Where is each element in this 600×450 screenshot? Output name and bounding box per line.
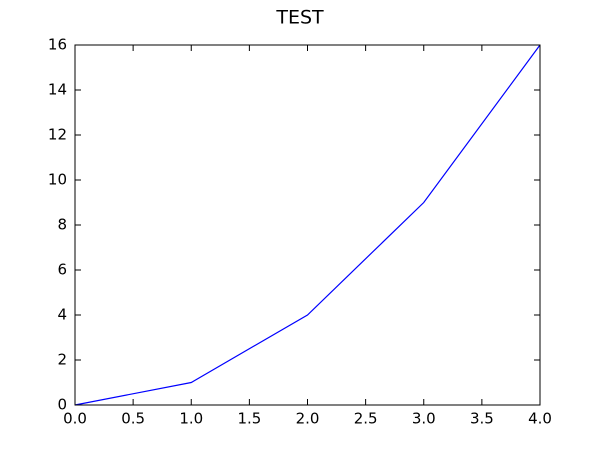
x-tick-label: 0.0 [63, 410, 87, 428]
plot-frame [74, 44, 541, 406]
x-tick-label: 2.0 [296, 410, 320, 428]
y-tick-label: 6 [57, 261, 67, 279]
y-tick-label: 2 [57, 351, 67, 369]
y-tick-label: 12 [48, 126, 67, 144]
x-tick-label: 2.5 [354, 410, 378, 428]
y-tick-label: 4 [57, 306, 67, 324]
x-tick-label: 3.0 [412, 410, 436, 428]
y-tick-label: 0 [57, 396, 67, 414]
y-tick-label: 8 [57, 216, 67, 234]
chart-title: TEST [275, 7, 324, 29]
x-tick-label: 0.5 [121, 410, 145, 428]
x-tick-label: 4.0 [528, 410, 552, 428]
data-line [74, 44, 541, 406]
x-tick-label: 1.0 [179, 410, 203, 428]
y-tick-label: 10 [48, 171, 67, 189]
x-tick-label: 3.5 [470, 410, 494, 428]
y-tick-label: 16 [48, 36, 67, 54]
y-tick-label: 14 [48, 81, 67, 99]
x-tick-label: 1.5 [237, 410, 261, 428]
